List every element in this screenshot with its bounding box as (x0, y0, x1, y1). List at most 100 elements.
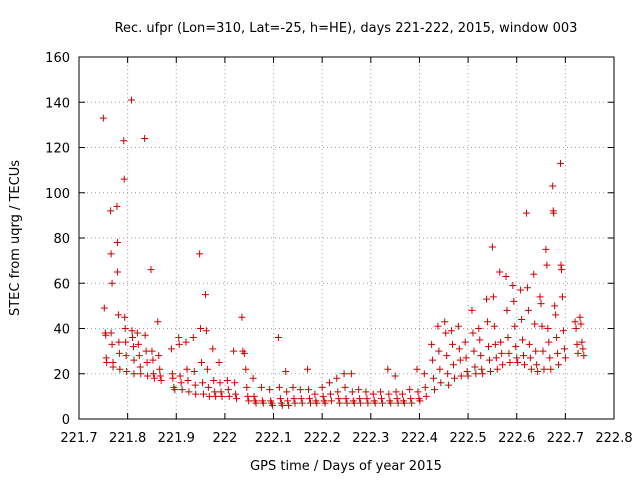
data-point (108, 279, 116, 287)
data-point (546, 354, 554, 362)
data-point (369, 390, 377, 398)
data-point (463, 367, 471, 375)
data-point (306, 395, 314, 403)
data-point (171, 386, 179, 394)
data-point (492, 354, 500, 362)
data-point (191, 381, 199, 389)
data-point (278, 401, 286, 409)
data-point (471, 363, 479, 371)
data-point (245, 397, 253, 405)
data-point (242, 365, 250, 373)
data-point (561, 354, 569, 362)
data-point (197, 325, 205, 332)
data-point (393, 395, 401, 403)
x-tick-label: 221.9 (158, 431, 195, 446)
data-point (513, 354, 521, 362)
data-point (296, 386, 304, 394)
data-point (348, 388, 356, 396)
data-point (240, 349, 248, 357)
data-point (334, 388, 342, 396)
data-point (175, 340, 183, 348)
x-tick-label: 221.7 (60, 431, 97, 446)
data-point (121, 325, 129, 332)
data-point (488, 243, 496, 251)
data-point (259, 399, 267, 407)
data-point (177, 379, 185, 387)
data-point (210, 377, 218, 385)
data-point (321, 399, 329, 407)
data-point (289, 383, 297, 391)
data-point (540, 365, 548, 373)
data-point (498, 349, 506, 357)
data-point (557, 266, 565, 274)
data-point (350, 399, 358, 407)
data-point (347, 370, 355, 378)
data-point (113, 202, 121, 210)
data-point (573, 340, 581, 348)
data-point (109, 363, 117, 371)
data-point (414, 388, 422, 396)
data-point (429, 356, 437, 364)
data-point (514, 358, 522, 366)
data-point (523, 284, 531, 292)
data-point (130, 356, 138, 364)
data-point (445, 381, 453, 389)
data-point (520, 352, 528, 360)
data-point (503, 306, 511, 314)
x-tick-label: 222.1 (255, 431, 292, 446)
data-point (550, 209, 558, 217)
data-point (444, 370, 452, 378)
data-point (470, 347, 478, 355)
data-point (378, 399, 386, 407)
data-point (572, 325, 580, 332)
data-point (190, 367, 198, 375)
data-point (192, 390, 200, 398)
data-point (250, 392, 258, 400)
data-point (130, 370, 138, 378)
data-point (269, 401, 277, 409)
data-point (422, 392, 430, 400)
data-point (413, 365, 421, 373)
data-point (313, 399, 321, 407)
data-point (327, 397, 335, 405)
data-point (121, 313, 129, 321)
data-point (156, 372, 164, 380)
data-point (512, 343, 520, 351)
data-point (142, 347, 150, 355)
data-point (144, 372, 152, 380)
x-tick-label: 222.6 (498, 431, 535, 446)
data-point (113, 239, 121, 247)
data-point (128, 96, 136, 104)
data-point (391, 372, 399, 380)
x-tick-label: 222.2 (304, 431, 341, 446)
data-point (189, 334, 197, 342)
data-point (133, 329, 141, 337)
data-point (517, 286, 525, 294)
data-point (275, 383, 283, 391)
data-point (420, 370, 428, 378)
data-point (167, 345, 175, 353)
data-point (343, 399, 351, 407)
data-point (580, 352, 588, 360)
data-point (115, 338, 123, 346)
data-point (198, 358, 206, 366)
data-point (325, 379, 333, 387)
data-point (519, 336, 527, 344)
data-point (505, 349, 513, 357)
data-point (464, 372, 472, 380)
x-tick-label: 221.8 (109, 431, 146, 446)
data-point (559, 327, 567, 335)
x-tick-label: 222.7 (547, 431, 584, 446)
data-point (406, 386, 414, 394)
data-point (469, 329, 477, 337)
data-point (211, 388, 219, 396)
data-point (553, 334, 561, 342)
data-point (489, 293, 497, 301)
data-point (103, 358, 111, 366)
point-layer (99, 96, 588, 409)
data-point (436, 365, 444, 373)
data-point (430, 374, 438, 382)
data-point (510, 297, 518, 305)
y-tick-label: 60 (53, 277, 70, 292)
